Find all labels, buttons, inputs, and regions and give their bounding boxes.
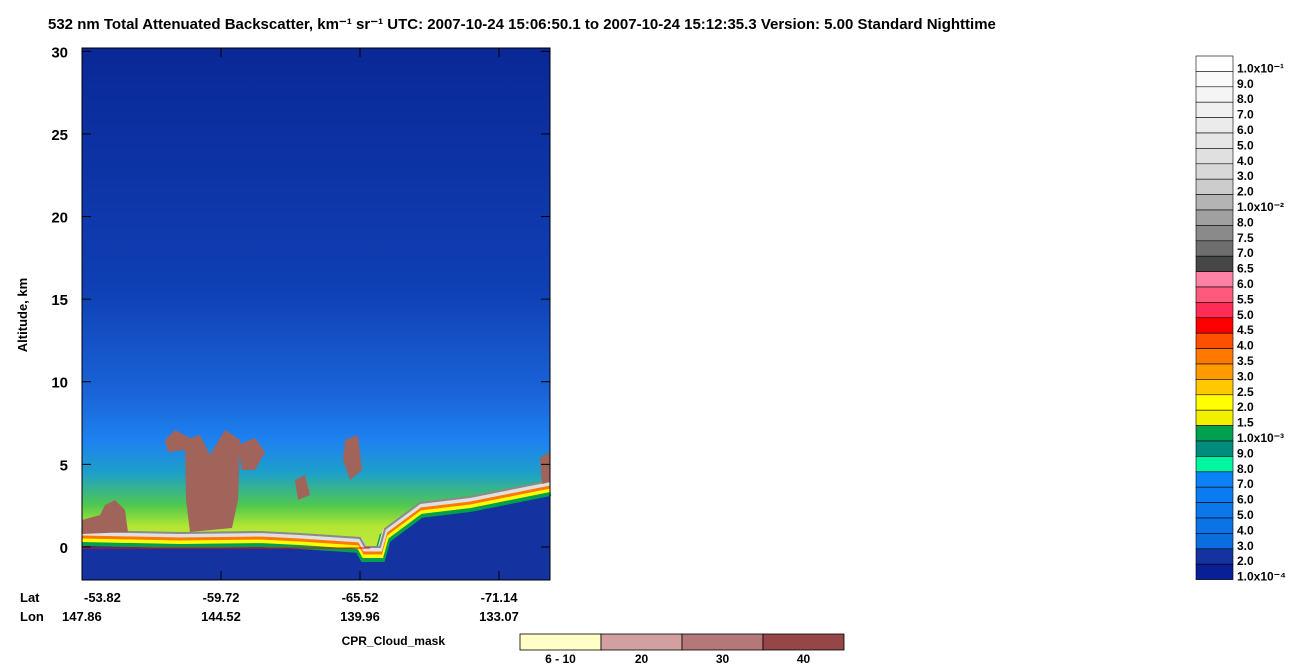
colorbar-label: 7.0 <box>1237 246 1254 260</box>
colorbar-label: 9.0 <box>1237 446 1254 460</box>
colorbar-cell <box>1195 302 1234 319</box>
x-tick-label: -53.82 <box>84 590 121 605</box>
colorbar-label: 2.0 <box>1237 400 1254 414</box>
y-tick-label: 0 <box>60 540 68 557</box>
x-tick-label: -59.72 <box>203 590 240 605</box>
colorbar-cell <box>1195 502 1234 519</box>
colorbar-label: 7.5 <box>1237 231 1254 245</box>
cpr-title: CPR_Cloud_mask <box>342 634 446 648</box>
colorbar-cell <box>1195 348 1234 365</box>
y-tick-label: 10 <box>51 375 68 392</box>
colorbar-cell <box>1195 471 1234 488</box>
colorbar-cell <box>1195 517 1234 534</box>
y-tick-label: 15 <box>51 292 68 309</box>
colorbar-cell <box>1195 163 1234 180</box>
colorbar-label: 7.0 <box>1237 108 1254 122</box>
colorbar-cell <box>1195 132 1234 149</box>
colorbar-label: 1.0x10⁻² <box>1237 200 1284 214</box>
colorbar-cell <box>1195 255 1234 272</box>
colorbar-label: 6.0 <box>1237 123 1254 137</box>
colorbar-label: 8.0 <box>1237 215 1254 229</box>
colorbar-label: 1.0x10⁻⁴ <box>1237 570 1286 584</box>
colorbar-cell <box>1195 363 1234 380</box>
colorbar-label: 3.0 <box>1237 169 1254 183</box>
colorbar-label: 7.0 <box>1237 477 1254 491</box>
y-tick-label: 25 <box>51 127 68 144</box>
curtain <box>81 48 552 580</box>
colorbar-cell <box>1195 148 1234 165</box>
colorbar-cell <box>1195 194 1234 211</box>
colorbar-cell <box>1195 71 1234 88</box>
colorbar-label: 3.5 <box>1237 354 1254 368</box>
colorbar-cell <box>1195 440 1234 457</box>
colorbar-label: 5.0 <box>1237 138 1254 152</box>
cpr-cell <box>600 633 683 651</box>
y-tick-label: 20 <box>51 210 68 227</box>
colorbar-label: 6.0 <box>1237 493 1254 507</box>
colorbar-cell <box>1195 425 1234 442</box>
x-tick-label: -71.14 <box>481 590 519 605</box>
colorbar-label: 3.0 <box>1237 539 1254 553</box>
colorbar-label: 4.5 <box>1237 323 1254 337</box>
colorbar-label: 8.0 <box>1237 462 1254 476</box>
cpr-cell <box>519 633 602 651</box>
colorbar-label: 5.0 <box>1237 308 1254 322</box>
y-axis-title: Altitude, km <box>15 278 30 352</box>
colorbar-cell <box>1195 486 1234 503</box>
cpr-label: 40 <box>797 652 811 666</box>
cpr-cell <box>762 633 845 651</box>
colorbar-label: 2.0 <box>1237 185 1254 199</box>
colorbar-label: 5.5 <box>1237 292 1254 306</box>
x-tick-label: 139.96 <box>340 609 380 624</box>
colorbar-label: 4.0 <box>1237 339 1254 353</box>
colorbar-cell <box>1195 533 1234 550</box>
cpr-cell <box>681 633 764 651</box>
colorbar-cell <box>1195 332 1234 349</box>
colorbar-label: 8.0 <box>1237 92 1254 106</box>
x-row-label: Lat <box>20 590 40 605</box>
colorbar-cell <box>1195 117 1234 134</box>
colorbar-label: 9.0 <box>1237 77 1254 91</box>
x-tick-label: 144.52 <box>201 609 241 624</box>
colorbar-cell <box>1195 548 1234 565</box>
colorbar-cell <box>1195 55 1234 72</box>
colorbar-cell <box>1195 394 1234 411</box>
cpr-label: 6 - 10 <box>545 652 576 666</box>
cpr-label: 20 <box>635 652 649 666</box>
colorbar-label: 2.0 <box>1237 554 1254 568</box>
colorbar-cell <box>1195 317 1234 334</box>
y-tick-label: 30 <box>51 44 68 61</box>
colorbar-label: 1.0x10⁻¹ <box>1237 61 1284 75</box>
colorbar-cell <box>1195 86 1234 103</box>
colorbar-label: 3.0 <box>1237 369 1254 383</box>
colorbar-cell <box>1195 240 1234 257</box>
colorbar-cell <box>1195 271 1234 288</box>
colorbar-label: 6.0 <box>1237 277 1254 291</box>
x-tick-label: 147.86 <box>62 609 102 624</box>
colorbar-cell <box>1195 456 1234 473</box>
colorbar-label: 4.0 <box>1237 154 1254 168</box>
colorbar-cell <box>1195 225 1234 242</box>
colorbar-cell <box>1195 379 1234 396</box>
colorbar-label: 2.5 <box>1237 385 1254 399</box>
colorbar-cell <box>1195 178 1234 195</box>
x-tick-label: -65.52 <box>342 590 379 605</box>
colorbar-label: 5.0 <box>1237 508 1254 522</box>
colorbar-label: 1.0x10⁻³ <box>1237 431 1284 445</box>
colorbar-cell <box>1195 209 1234 226</box>
x-tick-label: 133.07 <box>479 609 519 624</box>
colorbar-label: 4.0 <box>1237 523 1254 537</box>
plot-frame <box>81 47 551 581</box>
x-row-label: Lon <box>20 609 44 624</box>
y-tick-label: 5 <box>60 457 68 474</box>
colorbar-cell <box>1195 101 1234 118</box>
chart-title: 532 nm Total Attenuated Backscatter, km⁻… <box>48 16 996 33</box>
colorbar-label: 6.5 <box>1237 262 1254 276</box>
cpr-label: 30 <box>716 652 730 666</box>
colorbar-cell <box>1195 409 1234 426</box>
colorbar-label: 1.5 <box>1237 416 1254 430</box>
colorbar-cell <box>1195 563 1234 580</box>
colorbar-cell <box>1195 286 1234 303</box>
